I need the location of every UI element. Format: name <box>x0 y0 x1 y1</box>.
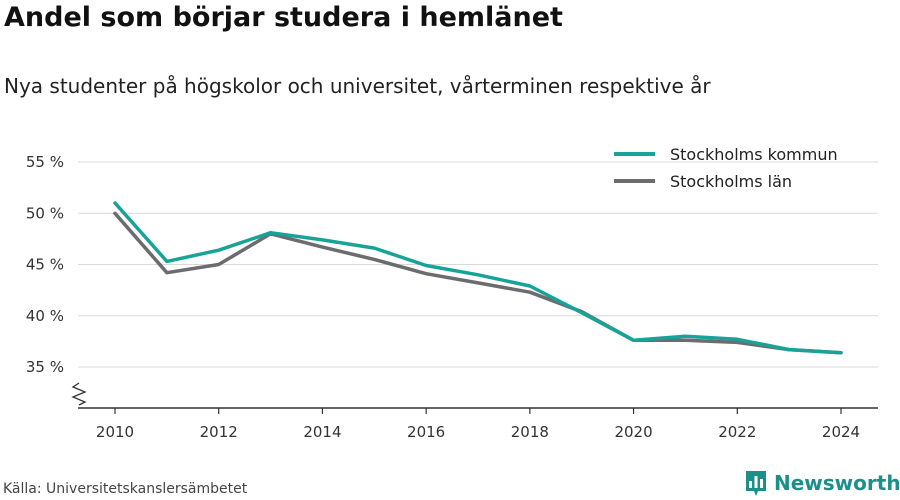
x-tick-label: 2016 <box>407 423 445 441</box>
chart-subtitle: Nya studenter på högskolor och universit… <box>4 74 711 98</box>
y-tick-label: 45 % <box>26 256 64 274</box>
line-chart: 35 % 40 % 45 % 50 % 55 % 2010 2012 2014 2016 2018… <box>26 145 878 441</box>
source-note: Källa: Universitetskanslersämbetet <box>3 481 248 497</box>
series-line-stockholms-ln <box>113 211 843 355</box>
x-tick-label: 2024 <box>822 423 860 441</box>
y-tick-label: 40 % <box>26 307 64 325</box>
legend-label: Stockholms län <box>670 172 792 191</box>
y-tick-label: 35 % <box>26 358 64 376</box>
y-tick-label: 50 % <box>26 204 64 222</box>
x-tick-label: 2010 <box>96 423 134 441</box>
axis-break-icon <box>71 382 87 406</box>
series-line-stockholms-kommun <box>113 201 843 355</box>
brand-logo[interactable]: Newsworthy <box>744 469 900 497</box>
x-tick-label: 2022 <box>718 423 756 441</box>
x-tick-label: 2012 <box>200 423 238 441</box>
y-tick-label: 55 % <box>26 153 64 171</box>
x-tick-label: 2020 <box>614 423 652 441</box>
chart-title: Andel som börjar studera i hemlänet <box>4 2 563 33</box>
brand-name: Newsworthy <box>774 471 900 495</box>
legend-label: Stockholms kommun <box>670 145 838 164</box>
x-tick-label: 2018 <box>511 423 549 441</box>
bar-chart-icon <box>746 471 766 496</box>
x-tick-label: 2014 <box>303 423 341 441</box>
